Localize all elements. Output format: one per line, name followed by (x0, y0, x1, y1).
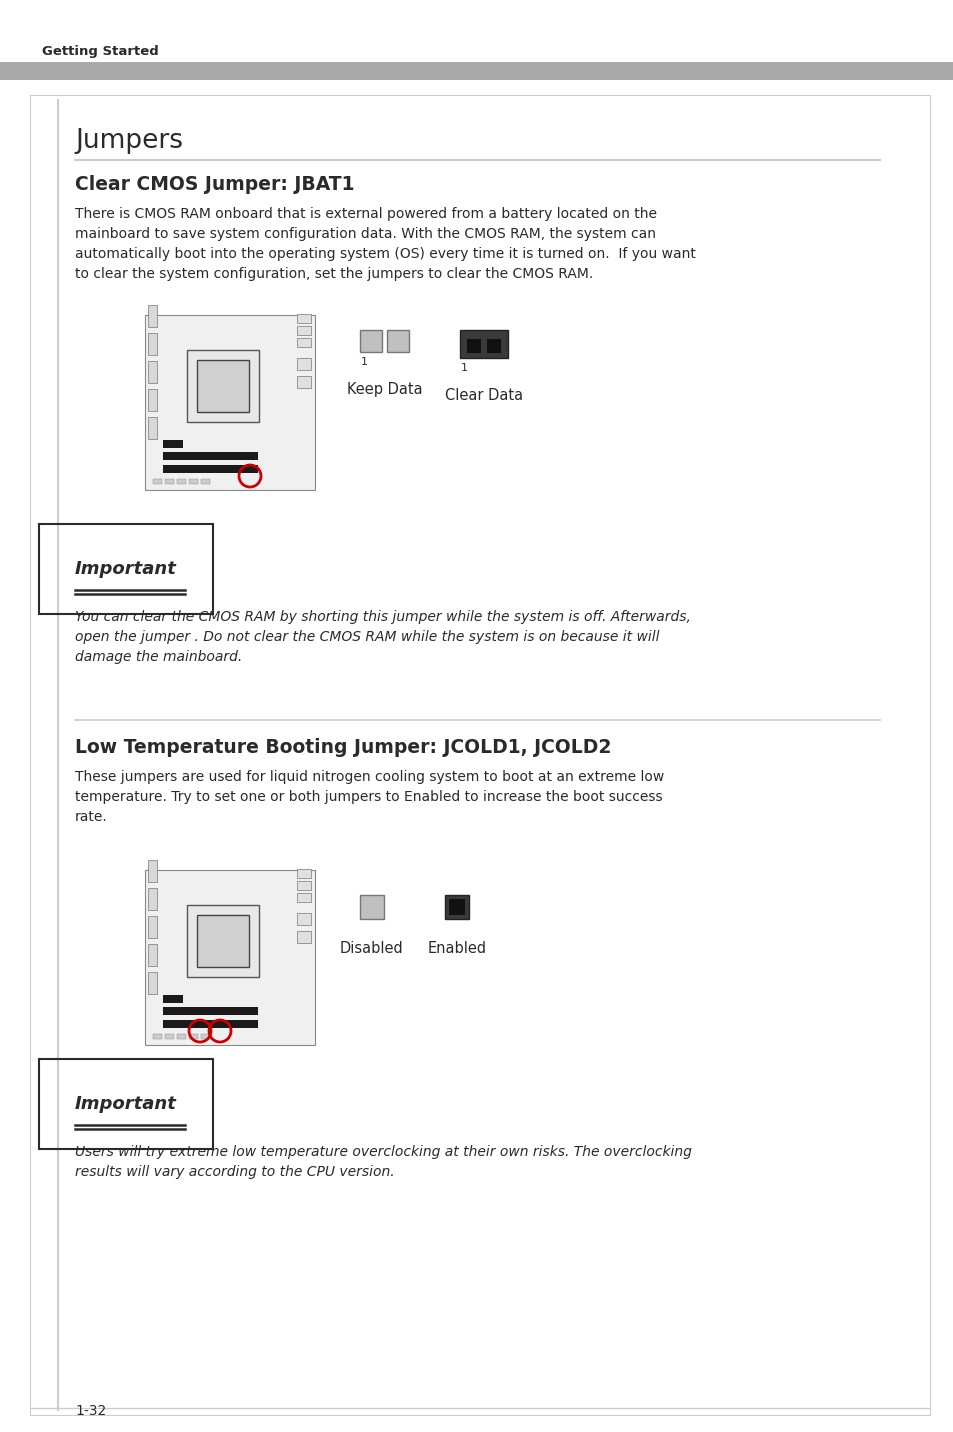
Text: 1: 1 (460, 362, 468, 372)
Bar (148, 944, 157, 967)
Bar (148, 390, 157, 411)
Text: Low Temperature Booting Jumper: JCOLD1, JCOLD2: Low Temperature Booting Jumper: JCOLD1, … (75, 737, 611, 758)
Bar (449, 899, 464, 915)
Bar (467, 339, 480, 354)
Bar (163, 995, 183, 1002)
Bar (177, 478, 186, 484)
Bar (296, 914, 311, 925)
Bar (148, 861, 157, 882)
Bar (196, 359, 249, 412)
Bar (148, 888, 157, 909)
Text: Getting Started: Getting Started (42, 44, 158, 59)
Bar (296, 377, 311, 388)
Bar (296, 894, 311, 902)
Bar (163, 465, 257, 473)
Bar (165, 478, 173, 484)
Bar (152, 1034, 162, 1040)
Bar (163, 453, 257, 460)
Text: Important: Important (75, 1095, 176, 1113)
Bar (189, 1034, 198, 1040)
Bar (387, 329, 409, 352)
Bar (163, 440, 183, 448)
Bar (201, 478, 210, 484)
Text: Clear CMOS Jumper: JBAT1: Clear CMOS Jumper: JBAT1 (75, 175, 355, 193)
Bar (296, 869, 311, 878)
Bar (165, 1034, 173, 1040)
Bar (163, 1020, 257, 1028)
Bar (296, 338, 311, 347)
Text: Users will try extreme low temperature overclocking at their own risks. The over: Users will try extreme low temperature o… (75, 1146, 691, 1179)
Bar (459, 329, 507, 358)
Text: There is CMOS RAM onboard that is external powered from a battery located on the: There is CMOS RAM onboard that is extern… (75, 208, 695, 281)
Bar (145, 871, 314, 1045)
Bar (187, 905, 258, 977)
Text: Enabled: Enabled (427, 941, 486, 957)
Bar (486, 339, 500, 354)
Text: You can clear the CMOS RAM by shorting this jumper while the system is off. Afte: You can clear the CMOS RAM by shorting t… (75, 610, 690, 664)
Bar (148, 916, 157, 938)
Bar (148, 972, 157, 994)
Bar (148, 361, 157, 382)
Text: Disabled: Disabled (340, 941, 403, 957)
Text: 1: 1 (360, 357, 368, 367)
Bar (444, 895, 469, 919)
Text: These jumpers are used for liquid nitrogen cooling system to boot at an extreme : These jumpers are used for liquid nitrog… (75, 770, 663, 823)
Bar (152, 478, 162, 484)
Bar (201, 1034, 210, 1040)
Text: Keep Data: Keep Data (347, 382, 422, 397)
Bar (296, 931, 311, 944)
Bar (163, 1007, 257, 1015)
Bar (296, 326, 311, 335)
Bar (296, 358, 311, 369)
Bar (148, 305, 157, 326)
Bar (148, 417, 157, 440)
Bar (0, 62, 953, 80)
Bar (189, 478, 198, 484)
Bar (148, 334, 157, 355)
Bar (296, 314, 311, 324)
Bar (145, 315, 314, 490)
Bar (196, 915, 249, 967)
Bar (296, 881, 311, 891)
Bar (177, 1034, 186, 1040)
Bar (359, 329, 381, 352)
Text: Jumpers: Jumpers (75, 127, 183, 155)
Bar (187, 349, 258, 422)
Bar (359, 895, 384, 919)
Text: 1-32: 1-32 (75, 1403, 106, 1418)
Text: Important: Important (75, 560, 176, 579)
Text: Clear Data: Clear Data (444, 388, 522, 402)
